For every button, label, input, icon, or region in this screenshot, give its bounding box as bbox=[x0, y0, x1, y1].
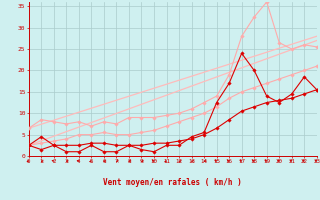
X-axis label: Vent moyen/en rafales ( km/h ): Vent moyen/en rafales ( km/h ) bbox=[103, 178, 242, 187]
